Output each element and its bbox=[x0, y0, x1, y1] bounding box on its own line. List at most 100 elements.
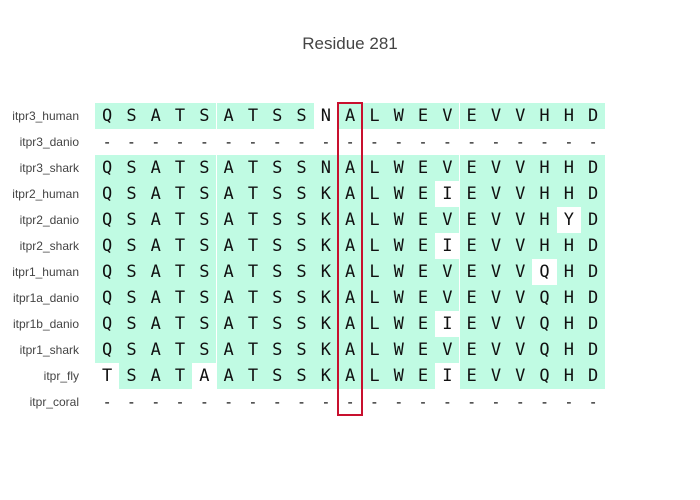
alignment-row: itpr3_danio - - - - - - - - - - - - - - - - - - - - - bbox=[0, 129, 700, 155]
residue-cell: E bbox=[410, 207, 436, 233]
residue-cell: V bbox=[508, 311, 533, 337]
residue-cell: H bbox=[556, 285, 581, 311]
residue-cell: V bbox=[508, 285, 533, 311]
residue-cell: Q bbox=[95, 259, 120, 285]
residue-cell: Q bbox=[95, 285, 120, 311]
residue-cell: D bbox=[581, 155, 606, 181]
residue-cell: S bbox=[289, 233, 314, 259]
residue-cell: A bbox=[338, 103, 363, 129]
residue-cell: V bbox=[508, 233, 533, 259]
residue-cell: A bbox=[338, 155, 363, 181]
residue-cell: - bbox=[167, 129, 193, 155]
residue-cell: D bbox=[581, 103, 606, 129]
residue-cell: T bbox=[167, 285, 193, 311]
residue-cell: A bbox=[338, 337, 363, 363]
residue-cell: Q bbox=[95, 181, 120, 207]
residue-cell: T bbox=[240, 285, 266, 311]
residue-cell: T bbox=[95, 363, 120, 389]
residue-cell: V bbox=[435, 259, 460, 285]
residue-cell: H bbox=[532, 155, 557, 181]
residue-cell: - bbox=[508, 389, 533, 415]
residue-cell: V bbox=[508, 181, 533, 207]
residue-cell: H bbox=[532, 181, 557, 207]
residue-cell: - bbox=[556, 129, 581, 155]
residue-cell: D bbox=[581, 233, 606, 259]
residue-cell: H bbox=[532, 103, 557, 129]
residue-cell: Q bbox=[95, 155, 120, 181]
residue-cell: T bbox=[167, 233, 193, 259]
residue-cell: Q bbox=[532, 259, 557, 285]
residue-cell: D bbox=[581, 285, 606, 311]
residue-cell: S bbox=[119, 103, 144, 129]
residue-cell: E bbox=[410, 337, 436, 363]
residue-cell: I bbox=[435, 311, 460, 337]
residue-cell: H bbox=[532, 233, 557, 259]
residue-cell: A bbox=[143, 103, 168, 129]
residue-cell: A bbox=[143, 285, 168, 311]
residue-cell: - bbox=[167, 389, 193, 415]
residue-cell: V bbox=[508, 337, 533, 363]
residue-cell: V bbox=[435, 103, 460, 129]
residue-cell: V bbox=[508, 363, 533, 389]
residue-cell: W bbox=[386, 155, 411, 181]
residue-cell: W bbox=[386, 337, 411, 363]
residue-cell: T bbox=[167, 363, 193, 389]
residue-cell: D bbox=[581, 207, 606, 233]
residue-cell: A bbox=[143, 207, 168, 233]
alignment-row: itpr2_shark Q S A T S A T S S K A L W E I E V V H H D bbox=[0, 233, 700, 259]
residue-cell: E bbox=[410, 285, 436, 311]
residue-cell: T bbox=[167, 311, 193, 337]
residue-cell: S bbox=[192, 181, 217, 207]
residue-cell: - bbox=[192, 129, 217, 155]
residue-cell: L bbox=[362, 337, 387, 363]
residue-cell: T bbox=[240, 233, 266, 259]
residue-cell: T bbox=[240, 311, 266, 337]
sequence-label: itpr1_shark bbox=[19, 343, 79, 357]
residue-cell: L bbox=[362, 285, 387, 311]
residue-cell: K bbox=[313, 337, 338, 363]
residue-cell: I bbox=[435, 233, 460, 259]
residue-cell: S bbox=[289, 363, 314, 389]
residue-cell: E bbox=[459, 285, 484, 311]
residue-cell: - bbox=[289, 129, 314, 155]
residue-cell: S bbox=[265, 155, 290, 181]
residue-cell: - bbox=[435, 129, 460, 155]
residue-cell: D bbox=[581, 337, 606, 363]
residue-cell: T bbox=[167, 103, 193, 129]
residue-cell: E bbox=[459, 103, 484, 129]
residue-cell: A bbox=[338, 207, 363, 233]
residue-cell: S bbox=[265, 233, 290, 259]
residue-cell: S bbox=[289, 181, 314, 207]
residue-cell: V bbox=[483, 311, 509, 337]
residue-cell: H bbox=[556, 103, 581, 129]
residue-cell: V bbox=[483, 103, 509, 129]
residue-cell: Q bbox=[532, 311, 557, 337]
residue-cell: H bbox=[556, 337, 581, 363]
alignment-row: itpr1b_danio Q S A T S A T S S K A L W E I E V V Q H D bbox=[0, 311, 700, 337]
residue-cell: S bbox=[265, 363, 290, 389]
residue-cell: S bbox=[289, 103, 314, 129]
residue-cell: A bbox=[143, 337, 168, 363]
residue-cell: - bbox=[386, 129, 411, 155]
sequence-label: itpr_fly bbox=[43, 369, 79, 383]
residue-cell: A bbox=[338, 259, 363, 285]
alignment-row: itpr2_danio Q S A T S A T S S K A L W E V E V V H Y D bbox=[0, 207, 700, 233]
residue-cell: S bbox=[192, 285, 217, 311]
residue-cell: - bbox=[338, 129, 363, 155]
residue-cell: T bbox=[167, 181, 193, 207]
residue-cell: V bbox=[508, 207, 533, 233]
residue-cell: - bbox=[95, 129, 120, 155]
residue-cell: E bbox=[459, 207, 484, 233]
residue-cell: L bbox=[362, 233, 387, 259]
residue-cell: D bbox=[581, 259, 606, 285]
residue-cell: S bbox=[265, 259, 290, 285]
residue-cell: S bbox=[289, 207, 314, 233]
residue-cell: I bbox=[435, 181, 460, 207]
alignment-row: itpr3_shark Q S A T S A T S S N A L W E V E V V H H D bbox=[0, 155, 700, 181]
residue-cell: D bbox=[581, 311, 606, 337]
residue-cell: W bbox=[386, 363, 411, 389]
residue-cell: - bbox=[313, 129, 338, 155]
residue-cell: - bbox=[240, 129, 266, 155]
residue-cell: S bbox=[119, 285, 144, 311]
residue-cell: A bbox=[143, 259, 168, 285]
